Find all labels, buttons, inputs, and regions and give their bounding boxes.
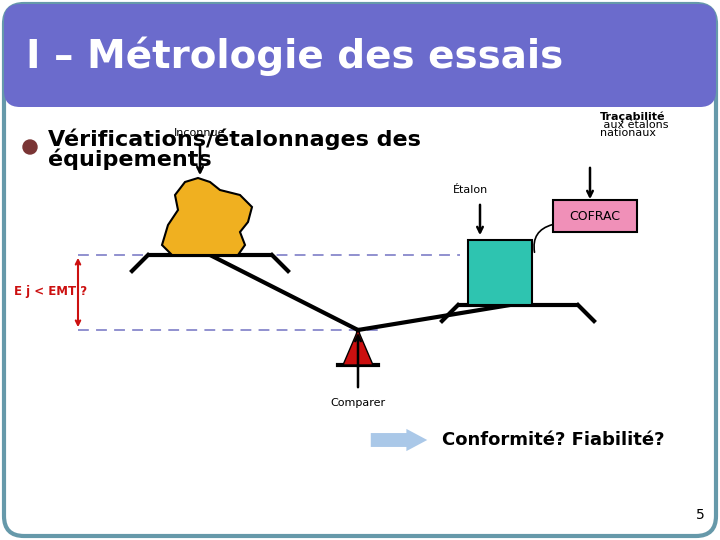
Text: E j < EMT ?: E j < EMT ? [14, 286, 87, 299]
Text: équipements: équipements [48, 148, 212, 170]
Text: Traçabilité: Traçabilité [600, 111, 665, 122]
FancyBboxPatch shape [553, 200, 637, 232]
Text: COFRAC: COFRAC [570, 210, 621, 222]
Polygon shape [343, 330, 373, 365]
Polygon shape [162, 178, 252, 255]
Text: Comparer: Comparer [330, 398, 386, 408]
Text: aux étalons: aux étalons [600, 120, 668, 130]
FancyBboxPatch shape [4, 4, 716, 107]
Text: nationaux: nationaux [600, 128, 656, 138]
Text: I – Métrologie des essais: I – Métrologie des essais [26, 36, 563, 76]
Text: Conformité? Fiabilité?: Conformité? Fiabilité? [442, 431, 665, 449]
Text: 5: 5 [696, 508, 704, 522]
Text: Étalon: Étalon [452, 185, 487, 195]
Text: Inconnue: Inconnue [174, 128, 226, 138]
Circle shape [23, 140, 37, 154]
FancyBboxPatch shape [4, 4, 716, 536]
Bar [468, 240, 532, 305]
Text: Vérifications/étalonnages des: Vérifications/étalonnages des [48, 128, 421, 150]
FancyArrowPatch shape [371, 429, 427, 451]
